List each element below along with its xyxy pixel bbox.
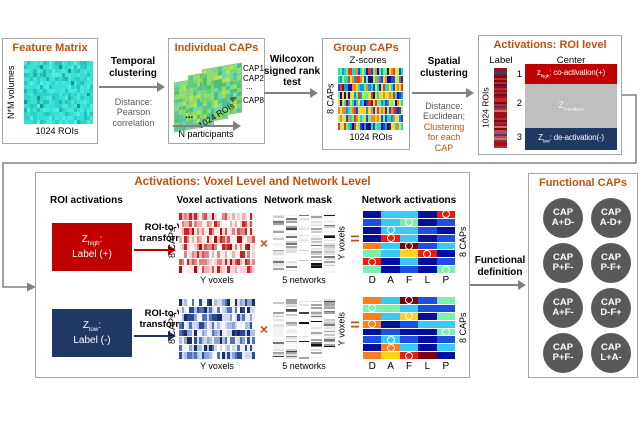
voxel-matrix-high-xlabel: Y voxels (200, 275, 234, 285)
equals-sign-low: = (350, 317, 360, 334)
network-xticks-high: D A F L P (363, 275, 455, 286)
tick-D: D (368, 275, 376, 286)
zlow-deactivation-box: Zlow: de-activation(-) (525, 128, 617, 150)
roi-to-voxel-label-low: ROI-to-Voxel transformation (139, 308, 207, 330)
network-xticks-low: D A F L P (363, 361, 455, 372)
cap2-label: CAP2 (243, 74, 264, 83)
zhigh-label-box: Zhigh: Label (+) (52, 223, 132, 271)
functional-cap-circle: CAP P+F- (543, 333, 583, 373)
voxel-activations-matrix-high (179, 213, 255, 273)
tick-D: D (368, 361, 376, 372)
roi-label-strip (494, 68, 507, 148)
roi-level-ylabel: 1024 ROIs (480, 87, 491, 129)
voxel-matrix-low-ylabel: 8 CAPs (167, 313, 177, 345)
functional-caps-title: Functional CAPs (538, 177, 627, 189)
functional-cap-circle: CAP P+F- (543, 243, 583, 283)
network-matrix-low-ylabel: 8 CAPs (458, 312, 468, 344)
group-caps-title: Group CAPs (333, 42, 399, 54)
feature-matrix-image (24, 61, 93, 124)
cluster-1-number: 1 (516, 69, 522, 80)
feature-matrix-panel: Feature Matrix N*M volumes 1024 ROIs (2, 38, 98, 144)
tick-L: L (424, 275, 431, 286)
cluster-3-number: 3 (516, 132, 522, 143)
individual-caps-panel: Individual CAPs CAP1 CAP2 ... CAP8 ... 1… (168, 38, 265, 144)
participants-ellipsis: ... (185, 110, 194, 121)
cap8-label: CAP8 (243, 96, 264, 105)
network-matrix-high-ylabel: 8 CAPs (458, 226, 468, 258)
network-mask-high-ylabel: Y voxels (336, 226, 347, 260)
clustering-each-cap-label: Clustering for each CAP (423, 122, 465, 153)
tick-F: F (405, 361, 413, 372)
participants-axis-arrow (173, 121, 241, 131)
functional-cap-circle: CAP P-F+ (591, 243, 631, 283)
cap1-label: CAP1 (243, 64, 264, 73)
feature-matrix-xlabel: 1024 ROIs (35, 126, 79, 136)
network-mask-low-xlabel: 5 networks (282, 361, 326, 371)
roi-to-voxel-arrow-high (134, 245, 176, 255)
voxel-activations-matrix-low (179, 299, 255, 359)
tick-P: P (442, 361, 450, 372)
roi-level-panel: Activations: ROI level Label Center 1024… (478, 35, 622, 155)
roi-level-title: Activations: ROI level (493, 39, 607, 51)
feature-matrix-ylabel: N*M volumes (6, 65, 16, 120)
tick-A: A (387, 275, 394, 286)
roi-to-voxel-arrow-low (134, 331, 176, 341)
arrow-functional-definition (470, 280, 526, 290)
functional-cap-circle: CAP L+A- (591, 333, 631, 373)
center-column-header: Center (556, 55, 586, 66)
roi-to-voxel-label-high: ROI-to-Voxel transformation (139, 222, 207, 244)
group-caps-ylabel: 8 CAPs (325, 83, 336, 115)
functional-cap-circle: CAP A+F- (543, 288, 583, 328)
group-caps-matrix (338, 68, 403, 130)
voxel-activations-header: Voxel activations (176, 195, 258, 206)
participants-axis-label: N participants (178, 129, 234, 139)
functional-cap-circle: CAP D-F+ (591, 288, 631, 328)
group-caps-xlabel: 1024 ROIs (349, 132, 393, 142)
equals-sign-high: = (350, 231, 360, 248)
tick-A: A (387, 361, 394, 372)
cluster-2-number: 2 (516, 98, 522, 109)
individual-caps-title: Individual CAPs (174, 42, 259, 54)
zlow-label-box: Zlow: Label (-) (52, 309, 132, 357)
network-mask-high-xlabel: 5 networks (282, 275, 326, 285)
functional-definition-label: Functional definition (474, 255, 526, 278)
label-column-header: Label (489, 55, 513, 66)
voxel-matrix-low-xlabel: Y voxels (200, 361, 234, 371)
network-activations-matrix-low (363, 296, 455, 360)
arrow-individual-to-group (264, 88, 318, 98)
functional-caps-panel: Functional CAPs CAP A+D- CAP A-D+ CAP P+F- … (528, 173, 638, 378)
multiply-sign-high: × (259, 235, 269, 251)
arrow-feature-to-individual (99, 82, 165, 92)
tick-L: L (424, 361, 431, 372)
pearson-distance-label: Distance: Pearson correlation (112, 97, 155, 128)
wilcoxon-label: Wilcoxon signed rank test (263, 54, 321, 88)
zmedium-box: Zmedium (525, 84, 617, 128)
cap-ellipsis: ... (246, 82, 253, 91)
voxel-matrix-high-ylabel: 8 CAPs (167, 227, 177, 259)
zhigh-coactivation-box: zhigh: co-activation(+) (525, 64, 617, 84)
network-mask-header: Network mask (264, 195, 332, 206)
spatial-clustering-label: Spatial clustering (420, 56, 468, 79)
arrow-group-to-roi (412, 88, 474, 98)
tick-P: P (442, 275, 450, 286)
temporal-clustering-label: Temporal clustering (109, 56, 157, 79)
voxel-network-level-panel: Activations: Voxel Level and Network Lev… (35, 172, 470, 378)
network-mask-low-ylabel: Y voxels (336, 312, 347, 346)
functional-cap-circle: CAP A+D- (543, 198, 583, 238)
feature-matrix-title: Feature Matrix (12, 42, 88, 54)
group-caps-panel: Group CAPs Z-scores 8 CAPs 1024 ROIs (322, 38, 410, 150)
network-mask-matrix-high (273, 213, 335, 273)
functional-cap-circle: CAP A-D+ (591, 198, 631, 238)
network-mask-matrix-low (273, 299, 335, 359)
network-activations-header: Network activations (361, 195, 457, 206)
roi-activations-header: ROI activations (50, 195, 123, 206)
zscores-label: Z-scores (349, 55, 387, 66)
voxel-network-level-title: Activations: Voxel Level and Network Lev… (134, 176, 371, 188)
network-activations-matrix-high (363, 210, 455, 274)
euclidean-distance-label: Distance: Euclidean; (422, 101, 466, 122)
tick-F: F (405, 275, 413, 286)
multiply-sign-low: × (259, 321, 269, 337)
